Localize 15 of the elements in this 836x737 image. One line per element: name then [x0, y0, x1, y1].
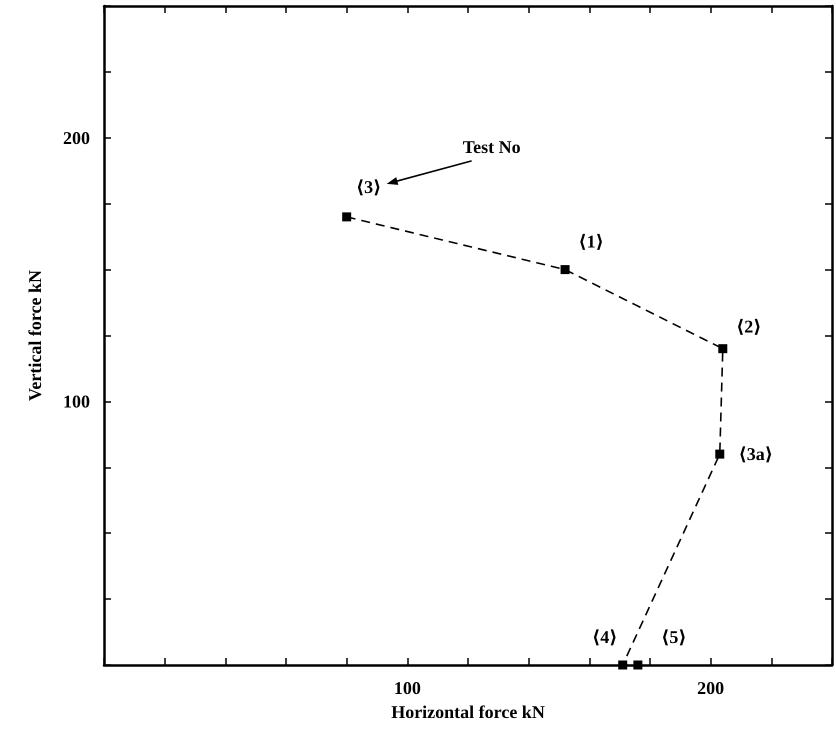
- y-axis-title: Vertical force kN: [25, 270, 45, 401]
- annotation: ⟨1⟩: [578, 232, 604, 252]
- annotation: ⟨3a⟩: [738, 444, 773, 464]
- point: [618, 660, 628, 670]
- x-axis-title: Horizontal force kN: [391, 702, 545, 722]
- annotation: ⟨2⟩: [736, 316, 762, 337]
- annotation: ⟨5⟩: [661, 627, 687, 647]
- annotation: ⟨4⟩: [592, 627, 618, 647]
- annotation: ⟨3⟩: [356, 176, 382, 197]
- point: [560, 265, 570, 274]
- annotation: Test No: [462, 136, 521, 157]
- point: [718, 344, 728, 354]
- point: [715, 450, 724, 459]
- point: [633, 660, 642, 670]
- point: [342, 212, 352, 222]
